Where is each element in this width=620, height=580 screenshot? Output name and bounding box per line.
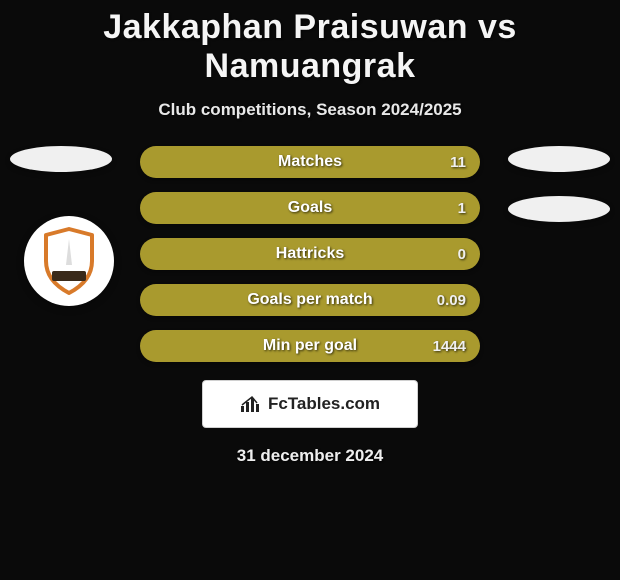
- stat-value-right: 0.09: [426, 292, 466, 309]
- date-text: 31 december 2024: [0, 446, 620, 466]
- stat-label: Goals per match: [247, 291, 372, 309]
- page-title: Jakkaphan Praisuwan vs Namuangrak: [0, 0, 620, 86]
- stat-row-matches: Matches 11: [140, 146, 480, 178]
- stat-label: Hattricks: [276, 245, 344, 263]
- stat-value-right: 1: [426, 200, 466, 217]
- club-badge-left: [24, 216, 114, 306]
- stat-row-min-per-goal: Min per goal 1444: [140, 330, 480, 362]
- brand-text: FcTables.com: [268, 394, 380, 414]
- stat-row-hattricks: Hattricks 0: [140, 238, 480, 270]
- stat-value-right: 11: [426, 154, 466, 171]
- stat-bars: Matches 11 Goals 1 Hattricks 0 Goals per…: [140, 146, 480, 376]
- player-chip-left: [10, 146, 112, 172]
- shield-icon: [40, 227, 98, 295]
- brand-box[interactable]: FcTables.com: [202, 380, 418, 428]
- stat-row-goals: Goals 1: [140, 192, 480, 224]
- stat-row-goals-per-match: Goals per match 0.09: [140, 284, 480, 316]
- comparison-area: Matches 11 Goals 1 Hattricks 0 Goals per…: [0, 146, 620, 366]
- player-chip-right-2: [508, 196, 610, 222]
- stat-label: Matches: [278, 153, 342, 171]
- stat-label: Min per goal: [263, 337, 357, 355]
- player-chip-right-1: [508, 146, 610, 172]
- stat-value-right: 1444: [426, 338, 466, 355]
- stat-label: Goals: [288, 199, 332, 217]
- subtitle: Club competitions, Season 2024/2025: [0, 100, 620, 120]
- stat-value-right: 0: [426, 246, 466, 263]
- bar-chart-icon: [240, 395, 262, 413]
